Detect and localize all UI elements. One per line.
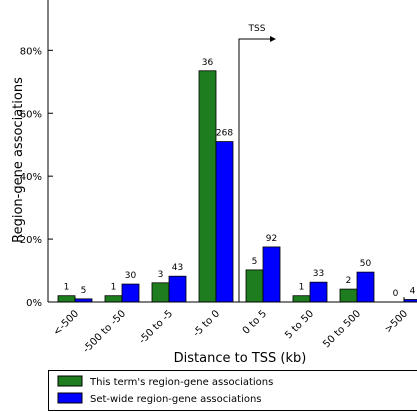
value-label: 50	[360, 259, 372, 269]
bar	[245, 269, 264, 303]
x-axis-label: Distance to TSS (kb)	[174, 351, 307, 366]
bar	[309, 281, 328, 303]
value-label: 92	[266, 234, 277, 244]
value-label: 5	[252, 257, 258, 267]
x-tick-label: -500 to -50	[81, 308, 128, 355]
tss-arrow	[238, 38, 272, 302]
bar	[198, 70, 217, 303]
value-label: 1	[64, 283, 70, 293]
bar	[292, 295, 311, 303]
y-tick-label: 80%	[20, 46, 42, 57]
bar	[339, 288, 358, 303]
value-label: 2	[346, 276, 352, 286]
value-label: 36	[202, 58, 214, 68]
value-label: 0	[393, 289, 399, 299]
y-tick-label: 60%	[20, 109, 42, 120]
x-tick-label: 5 to 50	[283, 308, 316, 341]
bar	[57, 295, 76, 303]
value-label: 43	[172, 263, 183, 273]
bar	[151, 282, 170, 303]
bar	[104, 295, 123, 303]
bar	[356, 271, 375, 303]
legend-swatch	[57, 375, 83, 387]
value-label: 33	[313, 269, 324, 279]
annotation: TSS	[248, 24, 266, 34]
value-label: 5	[81, 286, 87, 296]
y-axis-label: Region-gene associations	[11, 77, 26, 243]
value-label: 268	[216, 129, 233, 139]
bar	[168, 275, 187, 303]
legend	[48, 370, 417, 411]
arrow-head	[270, 36, 276, 42]
value-label: 1	[111, 283, 117, 293]
legend-label: This term's region-gene associations	[89, 377, 273, 388]
bar	[121, 283, 140, 303]
y-tick-label: 40%	[20, 172, 42, 183]
legend-swatch	[57, 392, 83, 404]
x-tick-label: <-500	[51, 308, 81, 338]
value-label: 4	[410, 286, 416, 296]
x-tick-label: >500	[383, 308, 410, 335]
legend-label: Set-wide region-gene associations	[90, 394, 262, 405]
value-label: 3	[158, 270, 164, 280]
x-tick-label: -50 to -5	[137, 308, 175, 346]
y-tick-label: 20%	[20, 235, 42, 246]
y-tick-label: 0%	[26, 298, 42, 309]
value-label: 30	[125, 271, 137, 281]
x-tick-label: -5 to 0	[191, 308, 222, 339]
bar	[215, 141, 234, 303]
x-tick-label: 50 to 500	[321, 308, 363, 350]
value-label: 1	[299, 283, 305, 293]
x-tick-label: 0 to 5	[241, 308, 269, 336]
bar	[262, 246, 281, 303]
